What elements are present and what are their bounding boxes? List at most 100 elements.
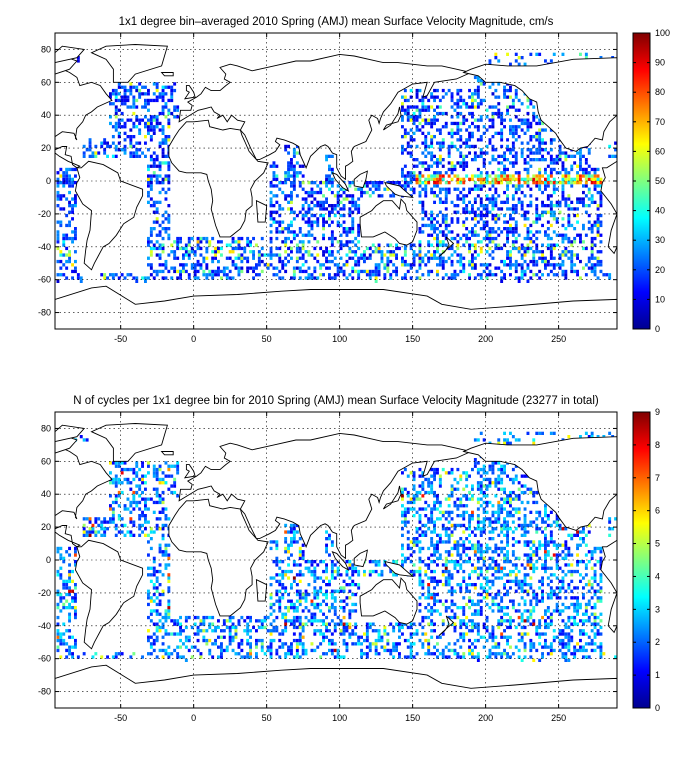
data-cell bbox=[307, 210, 311, 214]
data-cell bbox=[544, 148, 547, 152]
data-cell bbox=[147, 592, 150, 597]
data-cell bbox=[409, 655, 413, 659]
data-cell bbox=[298, 638, 302, 643]
data-cell bbox=[514, 563, 518, 567]
data-cell bbox=[211, 655, 215, 659]
data-cell bbox=[147, 184, 150, 188]
data-cell bbox=[182, 655, 185, 659]
data-cell bbox=[599, 259, 603, 264]
data-cell bbox=[576, 606, 579, 610]
data-cell bbox=[155, 118, 159, 122]
data-cell bbox=[438, 131, 442, 135]
data-cell bbox=[336, 250, 340, 254]
data-cell bbox=[433, 236, 436, 241]
data-cell bbox=[465, 128, 469, 132]
data-cell bbox=[184, 243, 188, 247]
data-cell bbox=[403, 135, 407, 139]
data-cell bbox=[56, 246, 60, 251]
data-cell bbox=[579, 52, 582, 56]
data-cell bbox=[544, 560, 547, 564]
data-cell bbox=[357, 642, 361, 646]
data-cell bbox=[120, 98, 124, 103]
data-cell bbox=[336, 223, 340, 228]
data-cell bbox=[295, 589, 299, 593]
data-cell bbox=[552, 138, 556, 142]
data-cell bbox=[167, 602, 171, 607]
data-cell bbox=[266, 263, 270, 267]
data-cell bbox=[325, 625, 328, 630]
data-cell bbox=[202, 259, 206, 264]
data-cell bbox=[377, 181, 381, 185]
data-cell bbox=[228, 243, 232, 247]
data-cell bbox=[444, 187, 448, 191]
data-cell bbox=[584, 566, 588, 570]
data-cell bbox=[363, 259, 366, 264]
data-cell bbox=[465, 194, 469, 198]
data-cell bbox=[114, 108, 118, 112]
data-cell bbox=[246, 652, 250, 656]
data-cell bbox=[406, 638, 410, 643]
data-cell bbox=[295, 648, 299, 653]
data-cell bbox=[345, 240, 349, 244]
data-cell bbox=[252, 256, 255, 260]
data-cell bbox=[573, 606, 577, 610]
data-cell bbox=[491, 213, 495, 218]
data-cell bbox=[56, 259, 60, 264]
data-cell bbox=[488, 556, 492, 560]
data-cell bbox=[526, 105, 530, 109]
data-cell bbox=[284, 573, 288, 577]
data-cell bbox=[593, 648, 597, 653]
data-cell bbox=[523, 250, 527, 254]
data-cell bbox=[529, 576, 533, 580]
data-cell bbox=[193, 263, 197, 267]
data-cell bbox=[517, 197, 521, 201]
data-cell bbox=[491, 194, 495, 198]
data-cell bbox=[441, 619, 445, 623]
data-cell bbox=[511, 125, 515, 129]
data-cell bbox=[488, 635, 492, 639]
data-cell bbox=[363, 250, 366, 254]
data-cell bbox=[161, 243, 165, 247]
data-cell bbox=[567, 240, 571, 244]
data-cell bbox=[59, 553, 63, 557]
data-cell bbox=[351, 632, 355, 636]
data-cell bbox=[401, 184, 404, 188]
data-cell bbox=[468, 576, 471, 580]
data-cell bbox=[56, 638, 60, 643]
data-cell bbox=[573, 227, 577, 231]
data-cell bbox=[473, 223, 477, 228]
data-cell bbox=[491, 207, 495, 211]
data-cell bbox=[436, 592, 439, 597]
data-cell bbox=[535, 217, 539, 221]
data-cell bbox=[549, 592, 553, 597]
data-cell bbox=[485, 569, 489, 574]
data-cell bbox=[450, 236, 454, 241]
data-cell bbox=[281, 220, 285, 224]
data-cell bbox=[608, 276, 612, 280]
data-cell bbox=[374, 648, 378, 653]
data-cell bbox=[287, 144, 290, 149]
data-cell bbox=[506, 556, 509, 560]
data-cell bbox=[587, 256, 591, 260]
data-cell bbox=[438, 230, 442, 234]
data-cell bbox=[330, 233, 334, 237]
data-cell bbox=[301, 263, 305, 267]
coastlines bbox=[54, 44, 618, 330]
data-cell bbox=[179, 629, 182, 633]
data-cell bbox=[485, 230, 489, 234]
data-cell bbox=[278, 230, 282, 234]
data-cell bbox=[471, 263, 474, 267]
data-cell bbox=[409, 553, 413, 557]
data-cell bbox=[444, 181, 448, 185]
data-cell bbox=[590, 194, 594, 198]
data-cell bbox=[395, 573, 398, 577]
data-cell bbox=[593, 625, 597, 630]
data-cell bbox=[260, 246, 264, 251]
data-cell bbox=[500, 569, 504, 574]
data-cell bbox=[441, 164, 445, 168]
data-cell bbox=[132, 125, 136, 129]
data-cell bbox=[538, 158, 542, 162]
data-cell bbox=[421, 187, 425, 191]
data-cell bbox=[62, 632, 66, 636]
data-cell bbox=[471, 95, 474, 99]
